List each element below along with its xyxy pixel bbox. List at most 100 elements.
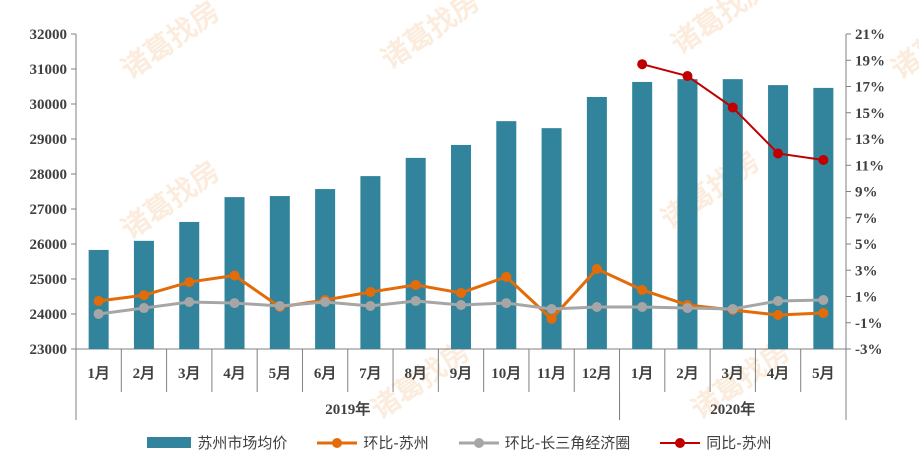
- data-point: [818, 295, 829, 306]
- data-point: [365, 300, 376, 311]
- data-point: [682, 303, 693, 314]
- legend-label: 环比-长三角经济圈: [504, 434, 631, 452]
- data-point: [184, 277, 195, 288]
- right-tick-label: 19%: [855, 53, 885, 69]
- data-point: [727, 102, 738, 113]
- data-point: [773, 148, 784, 159]
- bar: [677, 79, 698, 350]
- data-point: [93, 308, 104, 319]
- right-tick-label: 21%: [855, 27, 885, 43]
- legend-bar-swatch: [147, 437, 192, 448]
- bar: [360, 176, 381, 349]
- right-tick-label: 3%: [855, 263, 878, 279]
- data-point: [501, 298, 512, 309]
- category-label: 11月: [537, 365, 566, 382]
- category-label: 5月: [812, 365, 835, 382]
- left-tick-label: 29000: [30, 132, 68, 148]
- data-point: [93, 295, 104, 306]
- data-point: [138, 303, 149, 314]
- bar: [405, 157, 426, 349]
- data-point: [410, 279, 421, 290]
- group-label: 2019年: [325, 400, 370, 418]
- category-label: 3月: [178, 365, 201, 382]
- bar: [632, 81, 653, 349]
- bar: [496, 121, 517, 350]
- legend-label: 苏州市场均价: [197, 434, 288, 452]
- data-point: [184, 297, 195, 308]
- right-tick-label: -1%: [855, 316, 883, 332]
- watermark: 诸葛找房: [115, 154, 226, 245]
- data-point: [274, 300, 285, 311]
- watermark: 诸葛找房: [655, 144, 766, 235]
- bar: [722, 79, 743, 350]
- data-point: [591, 263, 602, 274]
- data-point: [818, 155, 829, 165]
- category-label: 9月: [450, 365, 473, 382]
- data-point: [682, 71, 693, 81]
- category-label: 12月: [582, 365, 612, 382]
- data-point: [229, 298, 240, 309]
- legend-item-line: 同比-苏州: [660, 432, 772, 453]
- left-tick-label: 30000: [30, 97, 68, 113]
- bar: [269, 196, 290, 349]
- category-label: 10月: [491, 365, 521, 382]
- legend-line-swatch: [458, 437, 499, 448]
- category-label: 2月: [676, 365, 699, 382]
- data-point: [410, 295, 421, 306]
- right-tick-label: 1%: [855, 290, 878, 306]
- legend-item-bar: 苏州市场均价: [147, 432, 287, 453]
- legend-label: 同比-苏州: [706, 434, 772, 452]
- data-point: [637, 59, 648, 70]
- data-point: [546, 303, 557, 314]
- right-tick-label: 13%: [855, 132, 885, 148]
- category-label: 6月: [314, 365, 337, 382]
- left-tick-label: 28000: [30, 167, 68, 183]
- legend: 苏州市场均价 环比-苏州 环比-长三角经济圈 同比-苏州: [0, 432, 919, 453]
- right-tick-label: 11%: [855, 158, 884, 174]
- legend-line-swatch: [317, 437, 358, 448]
- right-tick-label: 17%: [855, 80, 885, 96]
- legend-item-line: 环比-长三角经济圈: [458, 432, 631, 453]
- left-tick-label: 25000: [30, 272, 68, 288]
- right-tick-label: 15%: [855, 106, 885, 122]
- right-tick-label: 9%: [855, 185, 878, 201]
- data-point: [818, 308, 829, 319]
- data-point: [727, 303, 738, 314]
- data-point: [138, 290, 149, 301]
- bar: [813, 87, 834, 350]
- data-point: [637, 302, 648, 312]
- bar: [451, 144, 471, 349]
- category-label: 2月: [133, 365, 156, 382]
- data-point: [773, 310, 784, 321]
- watermark: 诸葛找房: [665, 0, 776, 61]
- legend-label: 环比-苏州: [363, 434, 429, 452]
- data-point: [637, 284, 648, 295]
- category-label: 3月: [722, 365, 745, 382]
- bar: [768, 85, 789, 349]
- category-label: 7月: [359, 365, 382, 382]
- category-label: 1月: [87, 365, 110, 382]
- category-label: 5月: [269, 365, 292, 382]
- watermark: 诸葛找房: [115, 0, 226, 86]
- category-label: 4月: [223, 365, 246, 382]
- data-point: [773, 295, 784, 306]
- left-tick-label: 31000: [30, 62, 68, 78]
- right-tick-label: 5%: [855, 237, 878, 253]
- category-label: 4月: [767, 365, 790, 382]
- left-tick-label: 26000: [30, 237, 68, 253]
- group-label: 2020年: [710, 400, 755, 418]
- data-point: [229, 270, 240, 281]
- data-point: [501, 271, 512, 282]
- watermark: 诸葛找房: [885, 0, 919, 86]
- data-point: [320, 297, 331, 308]
- right-tick-label: -3%: [855, 342, 883, 358]
- category-label: 8月: [404, 365, 427, 382]
- bar: [586, 97, 607, 349]
- left-tick-label: 23000: [30, 342, 68, 358]
- bar: [315, 189, 336, 349]
- data-point: [591, 302, 602, 312]
- data-point: [365, 287, 376, 298]
- right-tick-label: 7%: [855, 211, 878, 227]
- left-tick-label: 32000: [30, 27, 68, 43]
- bar: [541, 128, 562, 349]
